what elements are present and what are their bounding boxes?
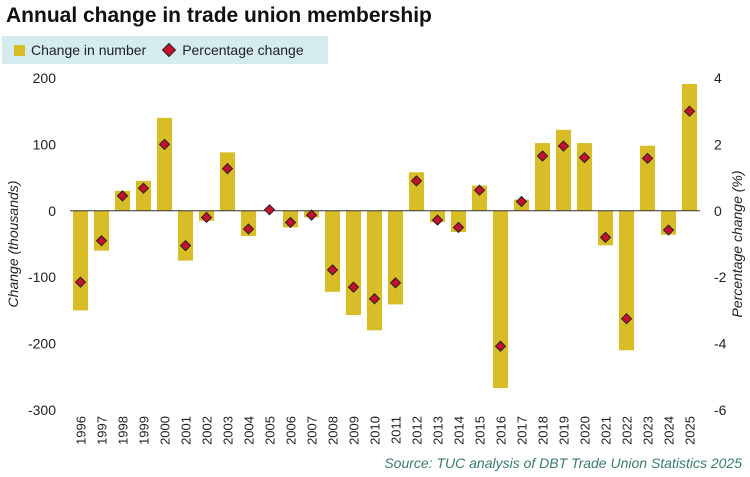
percent-marker — [452, 221, 465, 234]
x-tick-label: 2015 — [473, 416, 488, 445]
percent-marker — [683, 105, 696, 117]
y2-tick-label: -2 — [714, 269, 727, 285]
x-tick-label: 2018 — [536, 416, 551, 445]
y-tick-label: 0 — [48, 203, 56, 219]
legend-bar-swatch — [14, 44, 25, 56]
percent-marker — [158, 138, 171, 151]
x-tick-label: 2002 — [200, 416, 215, 445]
y2-tick-label: -6 — [714, 402, 727, 418]
legend-item-bars: Change in number — [14, 42, 146, 58]
x-tick-label: 2003 — [221, 416, 236, 445]
x-tick-label: 2011 — [389, 416, 404, 444]
x-tick-label: 2017 — [515, 416, 530, 445]
x-tick-label: 1999 — [137, 416, 152, 445]
percent-marker — [620, 312, 633, 325]
bar — [366, 210, 383, 331]
percent-marker — [200, 211, 213, 224]
percent-marker — [74, 276, 87, 288]
percent-marker — [599, 231, 612, 244]
bar — [177, 210, 194, 261]
x-tick-label: 2008 — [326, 416, 341, 445]
percent-marker — [116, 190, 129, 202]
y-tick-label: -300 — [28, 402, 56, 418]
y-tick-label: 100 — [33, 136, 57, 152]
percent-marker — [263, 204, 276, 216]
x-tick-label: 2000 — [158, 416, 173, 445]
legend-label-markers: Percentage change — [182, 42, 304, 58]
x-tick-label: 2021 — [599, 416, 614, 445]
percent-marker — [95, 234, 108, 247]
bar — [324, 210, 341, 292]
percent-marker — [284, 216, 297, 229]
x-tick-label: 2019 — [557, 416, 572, 445]
percent-marker — [473, 184, 486, 196]
bar — [681, 83, 698, 211]
bar — [345, 210, 362, 316]
percent-marker — [179, 239, 192, 252]
bar — [534, 143, 551, 211]
percent-marker — [662, 224, 675, 236]
percent-marker — [347, 281, 360, 293]
bar — [156, 117, 173, 211]
x-tick-label: 2023 — [641, 416, 656, 445]
x-tick-label: 2010 — [368, 416, 383, 445]
percent-marker — [137, 182, 150, 194]
x-tick-label: 2009 — [347, 416, 362, 445]
x-tick-label: 2016 — [494, 416, 509, 445]
percent-marker — [557, 140, 570, 152]
x-tick-label: 2006 — [284, 416, 299, 445]
y-tick-label: 200 — [33, 70, 57, 86]
x-tick-label: 1996 — [74, 416, 89, 445]
x-tick-label: 1997 — [95, 416, 110, 445]
bar — [72, 210, 89, 311]
bar — [492, 210, 509, 389]
percent-marker — [242, 223, 255, 235]
y2-tick-label: -4 — [714, 336, 727, 352]
percent-marker — [368, 293, 381, 305]
x-tick-label: 2014 — [452, 416, 467, 445]
percent-marker — [326, 264, 339, 276]
y-tick-label: -200 — [28, 336, 56, 352]
x-tick-label: 2025 — [683, 416, 698, 445]
x-tick-label: 1998 — [116, 416, 131, 445]
legend-label-bars: Change in number — [31, 42, 147, 58]
x-tick-label: 2020 — [578, 416, 593, 445]
percent-marker — [515, 195, 528, 208]
x-tick-label: 2004 — [242, 416, 257, 445]
percent-marker — [536, 150, 549, 162]
y-tick-label: -100 — [28, 269, 56, 285]
y2-axis-title: Percentage change (%) — [729, 170, 745, 317]
bar — [618, 210, 635, 351]
y2-tick-label: 0 — [714, 203, 722, 219]
source-note: Source: TUC analysis of DBT Trade Union … — [384, 455, 742, 471]
percent-marker — [410, 175, 423, 187]
percent-marker — [578, 151, 591, 164]
percent-marker — [431, 214, 444, 226]
legend-item-markers: Percentage change — [158, 42, 304, 58]
bar — [576, 143, 593, 211]
y-axis-title: Change (thousands) — [5, 181, 21, 308]
x-tick-label: 2001 — [179, 416, 194, 445]
x-tick-label: 2005 — [263, 416, 278, 445]
x-tick-label: 2024 — [662, 416, 677, 445]
x-tick-label: 2012 — [410, 416, 425, 445]
chart-title: Annual change in trade union membership — [6, 4, 432, 27]
y2-tick-label: 4 — [714, 70, 722, 86]
percent-marker — [641, 152, 654, 165]
bar — [555, 129, 572, 211]
percent-marker — [494, 340, 507, 352]
x-tick-label: 2022 — [620, 416, 635, 445]
percent-marker — [389, 277, 402, 289]
percent-marker — [305, 209, 318, 221]
x-tick-label: 2007 — [305, 416, 320, 445]
legend: Change in number Percentage change — [2, 36, 328, 64]
percent-marker — [221, 162, 234, 175]
bar — [387, 210, 404, 305]
y2-tick-label: 2 — [714, 136, 722, 152]
x-tick-label: 2013 — [431, 416, 446, 445]
bar — [219, 152, 236, 211]
bar — [639, 145, 656, 211]
